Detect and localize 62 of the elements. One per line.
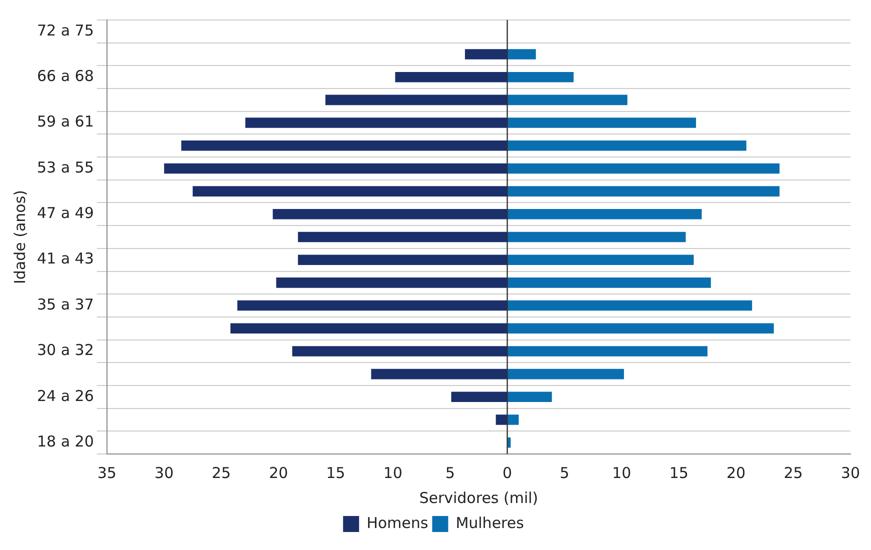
x-tick-label: 25 — [212, 464, 231, 482]
y-tick-label: 47 a 49 — [36, 204, 94, 222]
bar — [507, 72, 574, 82]
bar — [507, 163, 780, 174]
x-tick-label: 25 — [784, 464, 803, 482]
x-tick-label: 20 — [726, 464, 746, 482]
bar — [507, 118, 696, 128]
y-tick-label: 24 a 26 — [36, 386, 94, 405]
bar — [507, 186, 780, 196]
legend-label: Mulheres — [456, 514, 524, 532]
x-tick-label: 0 — [502, 464, 512, 482]
x-tick-label: 5 — [445, 464, 455, 482]
x-tick-label: 15 — [326, 464, 346, 482]
y-tick-label: 59 a 61 — [36, 112, 94, 131]
bar — [464, 49, 508, 60]
y-tick-label: 53 a 55 — [36, 158, 94, 176]
bar — [496, 414, 508, 425]
x-axis-title: Servidores (mil) — [419, 488, 538, 507]
bar — [507, 278, 711, 288]
y-tick-label: 41 a 43 — [36, 250, 94, 268]
bar — [298, 254, 508, 265]
x-tick-label: 30 — [840, 464, 860, 482]
x-tick-label: 20 — [268, 464, 288, 482]
bar — [292, 346, 508, 356]
bar — [298, 232, 508, 242]
bar — [507, 254, 694, 265]
bar — [245, 118, 508, 128]
bar — [371, 368, 508, 380]
bar — [507, 209, 702, 220]
bar — [237, 300, 508, 311]
y-tick-label: 66 a 68 — [36, 66, 94, 85]
y-tick-label: 35 a 37 — [36, 295, 94, 314]
x-tick-label: 30 — [154, 464, 174, 482]
bar — [507, 392, 552, 402]
y-tick-label: 18 a 20 — [36, 432, 94, 450]
x-tick-label: 5 — [560, 464, 570, 482]
bar — [507, 94, 628, 106]
bar — [276, 278, 508, 288]
bar — [164, 163, 508, 174]
bar — [507, 368, 624, 380]
bar — [507, 414, 519, 425]
bar — [181, 140, 508, 151]
bar — [507, 323, 774, 334]
x-tick-label: 10 — [612, 464, 632, 482]
bar — [395, 72, 508, 82]
bar — [272, 209, 508, 220]
bar — [507, 140, 746, 151]
bar — [507, 232, 686, 242]
bar — [507, 346, 708, 356]
x-tick-label: 15 — [669, 464, 688, 482]
x-tick-label: 35 — [97, 464, 116, 482]
y-axis-title: Idade (anos) — [10, 190, 29, 284]
x-tick-label: 10 — [383, 464, 402, 482]
bar — [230, 323, 508, 334]
legend-label: Homens — [366, 514, 428, 532]
bar — [507, 49, 536, 60]
bar — [451, 392, 508, 402]
bar — [192, 186, 508, 196]
bar — [507, 300, 752, 311]
y-tick-label: 30 a 32 — [36, 341, 94, 360]
bar — [325, 94, 508, 106]
y-tick-label: 72 a 75 — [36, 21, 94, 40]
